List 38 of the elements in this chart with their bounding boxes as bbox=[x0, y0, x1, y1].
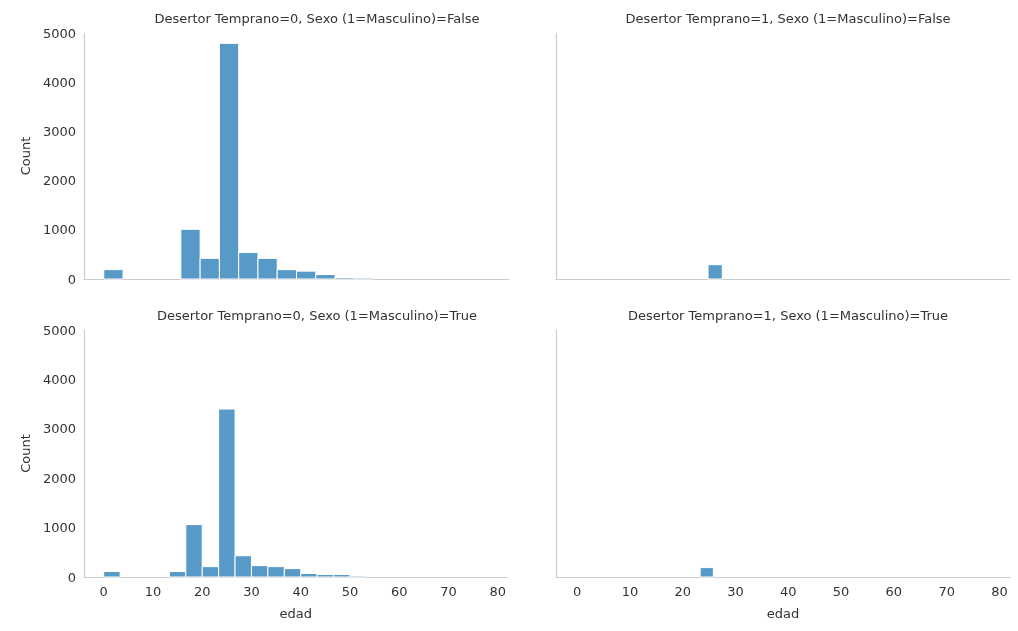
y-tick-label: 4000 bbox=[42, 74, 76, 90]
x-tick-label: 70 bbox=[938, 584, 955, 599]
y-tick-label: 4000 bbox=[42, 371, 76, 387]
x-tick-label: 80 bbox=[991, 584, 1008, 599]
x-tick-label: 0 bbox=[572, 584, 582, 599]
y-tick-label: 1000 bbox=[42, 222, 76, 238]
y-tick-label: 5000 bbox=[42, 322, 76, 338]
y-tick-label: 2000 bbox=[42, 173, 76, 189]
chart-title: Desertor Temprano=1, Sexo (1=Masculino)=True bbox=[627, 308, 949, 323]
x-tick-label: 80 bbox=[489, 584, 506, 599]
x-tick-label: 60 bbox=[390, 584, 408, 599]
x-tick-label: 60 bbox=[885, 584, 903, 599]
x-tick-label: 40 bbox=[292, 584, 309, 599]
y-tick-label: 3000 bbox=[42, 421, 76, 437]
y-tick-label: 3000 bbox=[42, 123, 76, 139]
y-axis-title: Count bbox=[18, 136, 34, 176]
x-tick-label: 70 bbox=[440, 584, 457, 599]
x-tick-label: 50 bbox=[341, 584, 359, 599]
x-axis-title: edad bbox=[766, 606, 800, 621]
y-tick-label: 0 bbox=[67, 271, 76, 287]
y-tick-label: 5000 bbox=[42, 25, 76, 41]
x-tick-label: 0 bbox=[99, 584, 108, 599]
y-axis-title: Count bbox=[18, 434, 34, 473]
x-tick-label: 10 bbox=[621, 584, 639, 599]
x-tick-label: 20 bbox=[674, 584, 691, 599]
x-tick-label: 20 bbox=[193, 584, 211, 599]
y-tick-label: 1000 bbox=[42, 520, 76, 536]
x-tick-label: 30 bbox=[727, 584, 744, 599]
chart-title: Desertor Temprano=1, Sexo (1=Masculino)=False bbox=[625, 11, 951, 26]
chart-title: Desertor Temprano=0, Sexo (1=Masculino)=False bbox=[154, 11, 480, 26]
x-axis-title: edad bbox=[279, 606, 313, 621]
x-tick-label: 30 bbox=[243, 584, 260, 599]
x-tick-label: 50 bbox=[832, 584, 850, 599]
chart-title: Desertor Temprano=0, Sexo (1=Masculino)=True bbox=[156, 308, 478, 323]
x-tick-label: 40 bbox=[780, 584, 797, 599]
y-tick-label: 0 bbox=[67, 569, 76, 585]
y-tick-label: 2000 bbox=[42, 470, 76, 486]
x-tick-label: 10 bbox=[144, 584, 162, 599]
